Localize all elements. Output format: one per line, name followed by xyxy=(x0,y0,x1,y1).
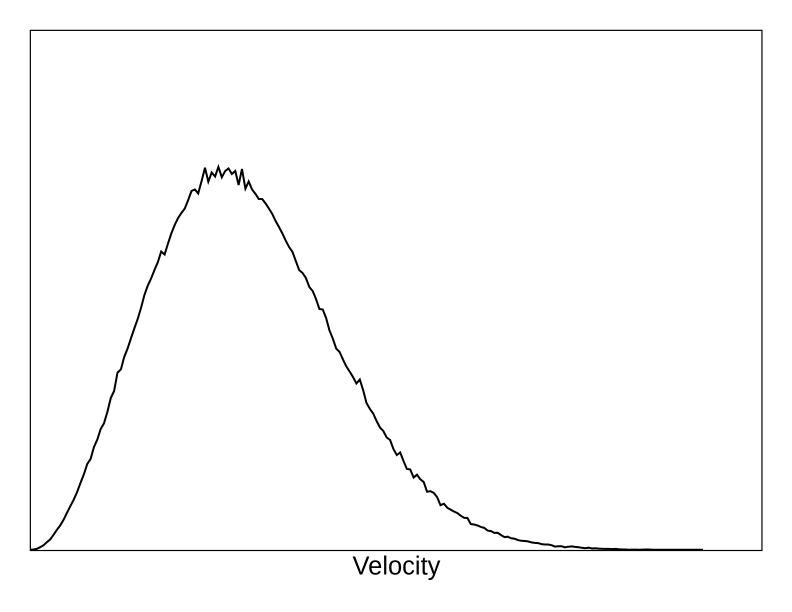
svg-text:Velocity: Velocity xyxy=(353,553,441,581)
